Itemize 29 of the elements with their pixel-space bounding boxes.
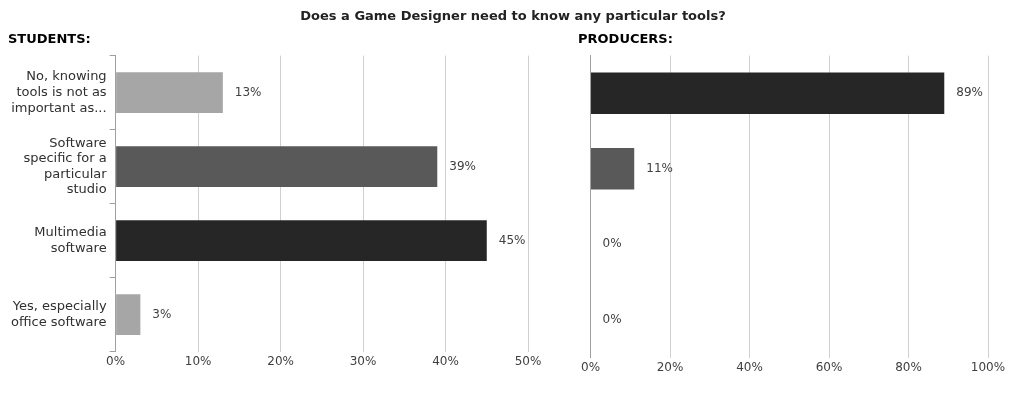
- bar: [116, 146, 438, 187]
- data-label: 0%: [602, 311, 622, 326]
- bar: [116, 220, 487, 261]
- y-tick-label: Yes, especially office software: [10, 298, 107, 329]
- x-tick-label: 0%: [581, 359, 601, 374]
- x-tick-label: 50%: [514, 353, 542, 368]
- x-tick-label: 100%: [970, 359, 1006, 374]
- chart-title: Does a Game Designer need to know any particular tools?: [299, 8, 727, 25]
- data-label: 39%: [449, 158, 476, 173]
- x-tick-label: 0%: [106, 353, 126, 368]
- data-label: 3%: [152, 306, 172, 321]
- x-tick-label: 30%: [349, 353, 377, 368]
- x-tick-label: 40%: [432, 353, 459, 368]
- y-tick-label: No, knowing tools is not as important as...: [11, 68, 107, 115]
- x-tick-label: 80%: [895, 359, 922, 374]
- chart-subtitle: STUDENTS:: [8, 31, 91, 47]
- x-tick-label: 40%: [736, 359, 763, 374]
- x-tick-label: 60%: [815, 359, 843, 374]
- x-tick-label: 20%: [656, 359, 684, 374]
- data-label: 11%: [646, 160, 673, 175]
- x-tick-label: 10%: [184, 353, 212, 368]
- chart-subtitle: PRODUCERS:: [578, 31, 673, 47]
- data-label: 45%: [498, 232, 526, 247]
- x-tick-label: 20%: [267, 353, 294, 368]
- data-label: 13%: [234, 84, 262, 99]
- data-label: 0%: [602, 236, 622, 251]
- y-tick-label: Software specific for a particular studio: [23, 134, 108, 197]
- y-tick-label: Multimedia software: [34, 224, 107, 255]
- data-label: 89%: [956, 85, 983, 100]
